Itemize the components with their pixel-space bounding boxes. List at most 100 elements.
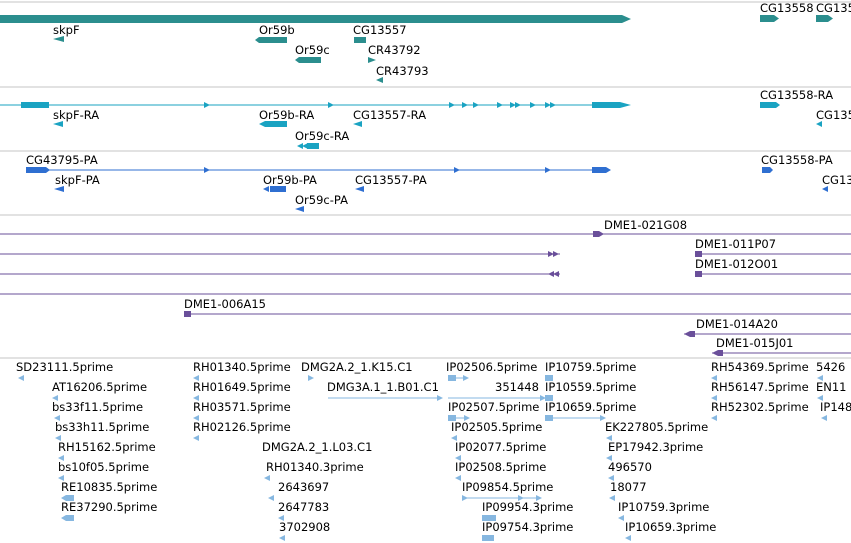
cds-feature-or59b[interactable] xyxy=(270,186,286,192)
cds-exon[interactable] xyxy=(26,167,46,173)
est-feature[interactable] xyxy=(54,415,60,421)
transcript-feature-cg13558[interactable] xyxy=(760,102,776,108)
cds-exon[interactable] xyxy=(592,167,606,173)
transcript-feature-skpf[interactable] xyxy=(53,121,63,127)
est-feature[interactable] xyxy=(711,415,717,421)
cds-feature-or59c[interactable] xyxy=(295,206,304,212)
est-feature[interactable] xyxy=(625,535,631,541)
clone-arrow xyxy=(553,271,559,277)
est-features[interactable] xyxy=(18,375,827,541)
cds-feature-cg13[interactable] xyxy=(822,186,828,192)
est-feature[interactable] xyxy=(193,395,199,401)
est-label: IP10659.5prime xyxy=(545,400,636,414)
est-feature[interactable] xyxy=(463,375,469,381)
transcript-feature-cg135[interactable] xyxy=(816,121,822,127)
est-feature[interactable] xyxy=(437,395,443,401)
est-label: IP02505.5prime xyxy=(451,420,542,434)
gene-feature-cr43792[interactable] xyxy=(368,57,376,63)
est-feature[interactable] xyxy=(278,515,284,521)
est-feature[interactable] xyxy=(711,395,717,401)
transcript-exon[interactable] xyxy=(592,102,620,108)
est-feature[interactable] xyxy=(482,515,496,521)
est-feature[interactable] xyxy=(540,395,546,401)
est-feature[interactable] xyxy=(608,475,614,481)
est-feature[interactable] xyxy=(279,535,285,541)
est-feature[interactable] xyxy=(618,515,624,521)
est-feature[interactable] xyxy=(264,475,270,481)
cds-chevron xyxy=(545,167,551,173)
clone-arrow xyxy=(712,350,718,356)
gene-feature-cg13558[interactable] xyxy=(760,15,774,22)
est-label: RH52302.5prime xyxy=(711,400,809,414)
est-feature[interactable] xyxy=(817,395,823,401)
est-feature[interactable] xyxy=(61,515,66,521)
est-feature[interactable] xyxy=(536,495,542,501)
clone-track[interactable]: DME1-021G08 DME1-011P07 DME1-012O01 DME1… xyxy=(0,218,851,356)
clone-end[interactable] xyxy=(718,350,723,356)
est-feature[interactable] xyxy=(308,375,314,381)
clone-end[interactable] xyxy=(695,251,702,257)
cds-feature-skpf[interactable] xyxy=(54,186,64,192)
gene-feature-cg13557[interactable] xyxy=(354,37,366,43)
est-feature[interactable] xyxy=(52,395,58,401)
cds-feature-cg13558[interactable] xyxy=(762,167,770,173)
est-feature[interactable] xyxy=(58,455,64,461)
est-track[interactable]: SD23111.5prime AT16206.5prime bs33f11.5p… xyxy=(16,360,851,541)
est-feature[interactable] xyxy=(18,375,24,381)
transcript-track[interactable]: skpF-RA Or59b-RA Or59c-RA CG13557-RA CG1… xyxy=(0,88,851,149)
cds-track[interactable]: CG43795-PA skpF-PA Or59b-PA Or59c-PA CG1… xyxy=(26,153,851,212)
est-feature[interactable] xyxy=(821,415,827,421)
gene-feature-or59c[interactable] xyxy=(299,57,321,63)
est-label: 18077 xyxy=(610,480,647,494)
est-feature[interactable] xyxy=(482,535,494,541)
est-feature[interactable] xyxy=(545,375,553,381)
gene-feature-skpf[interactable] xyxy=(53,36,64,42)
clone-end[interactable] xyxy=(690,331,695,337)
gene-track[interactable]: skpF Or59b Or59c CG13557 CR43792 CR43793… xyxy=(0,1,851,83)
transcript-chevron xyxy=(545,102,551,108)
est-feature[interactable] xyxy=(609,495,615,501)
est-feature[interactable] xyxy=(55,435,61,441)
transcript-exon[interactable] xyxy=(21,102,49,108)
gene-feature-bar[interactable] xyxy=(0,15,622,23)
transcript-feature-cg13557[interactable] xyxy=(353,121,362,127)
est-label: IP10759.5prime xyxy=(545,360,636,374)
gene-feature-cr43793[interactable] xyxy=(376,77,383,83)
est-feature[interactable] xyxy=(462,495,468,501)
est-feature[interactable] xyxy=(545,395,553,401)
est-feature[interactable] xyxy=(193,415,199,421)
est-feature[interactable] xyxy=(455,455,461,461)
transcript-arrow xyxy=(259,121,265,127)
est-feature[interactable] xyxy=(448,375,456,381)
gene-feature-or59b[interactable] xyxy=(259,37,287,43)
est-feature[interactable] xyxy=(817,375,823,381)
est-feature[interactable] xyxy=(606,435,612,441)
est-feature[interactable] xyxy=(711,375,717,381)
clone-end[interactable] xyxy=(184,311,191,317)
transcript-feature-or59c[interactable] xyxy=(307,143,319,149)
est-feature[interactable] xyxy=(66,495,74,501)
cds-arrow xyxy=(606,167,611,173)
transcript-chevron xyxy=(530,102,536,108)
est-feature[interactable] xyxy=(464,415,470,421)
est-feature[interactable] xyxy=(451,435,457,441)
est-feature[interactable] xyxy=(193,375,199,381)
est-feature[interactable] xyxy=(455,475,461,481)
est-feature[interactable] xyxy=(545,415,553,421)
est-feature[interactable] xyxy=(518,495,524,501)
clone-end[interactable] xyxy=(695,271,702,277)
est-feature[interactable] xyxy=(600,415,606,421)
est-feature[interactable] xyxy=(58,475,64,481)
est-feature[interactable] xyxy=(66,515,74,521)
est-feature[interactable] xyxy=(193,435,199,441)
est-feature[interactable] xyxy=(61,495,66,501)
est-feature[interactable] xyxy=(268,495,274,501)
transcript-feature-or59b[interactable] xyxy=(265,121,287,127)
est-feature[interactable] xyxy=(606,455,612,461)
cds-feature-cg13557[interactable] xyxy=(355,186,364,192)
clone-end[interactable] xyxy=(593,231,599,237)
gene-feature-cg135[interactable] xyxy=(816,15,828,22)
est-feature[interactable] xyxy=(448,415,456,421)
